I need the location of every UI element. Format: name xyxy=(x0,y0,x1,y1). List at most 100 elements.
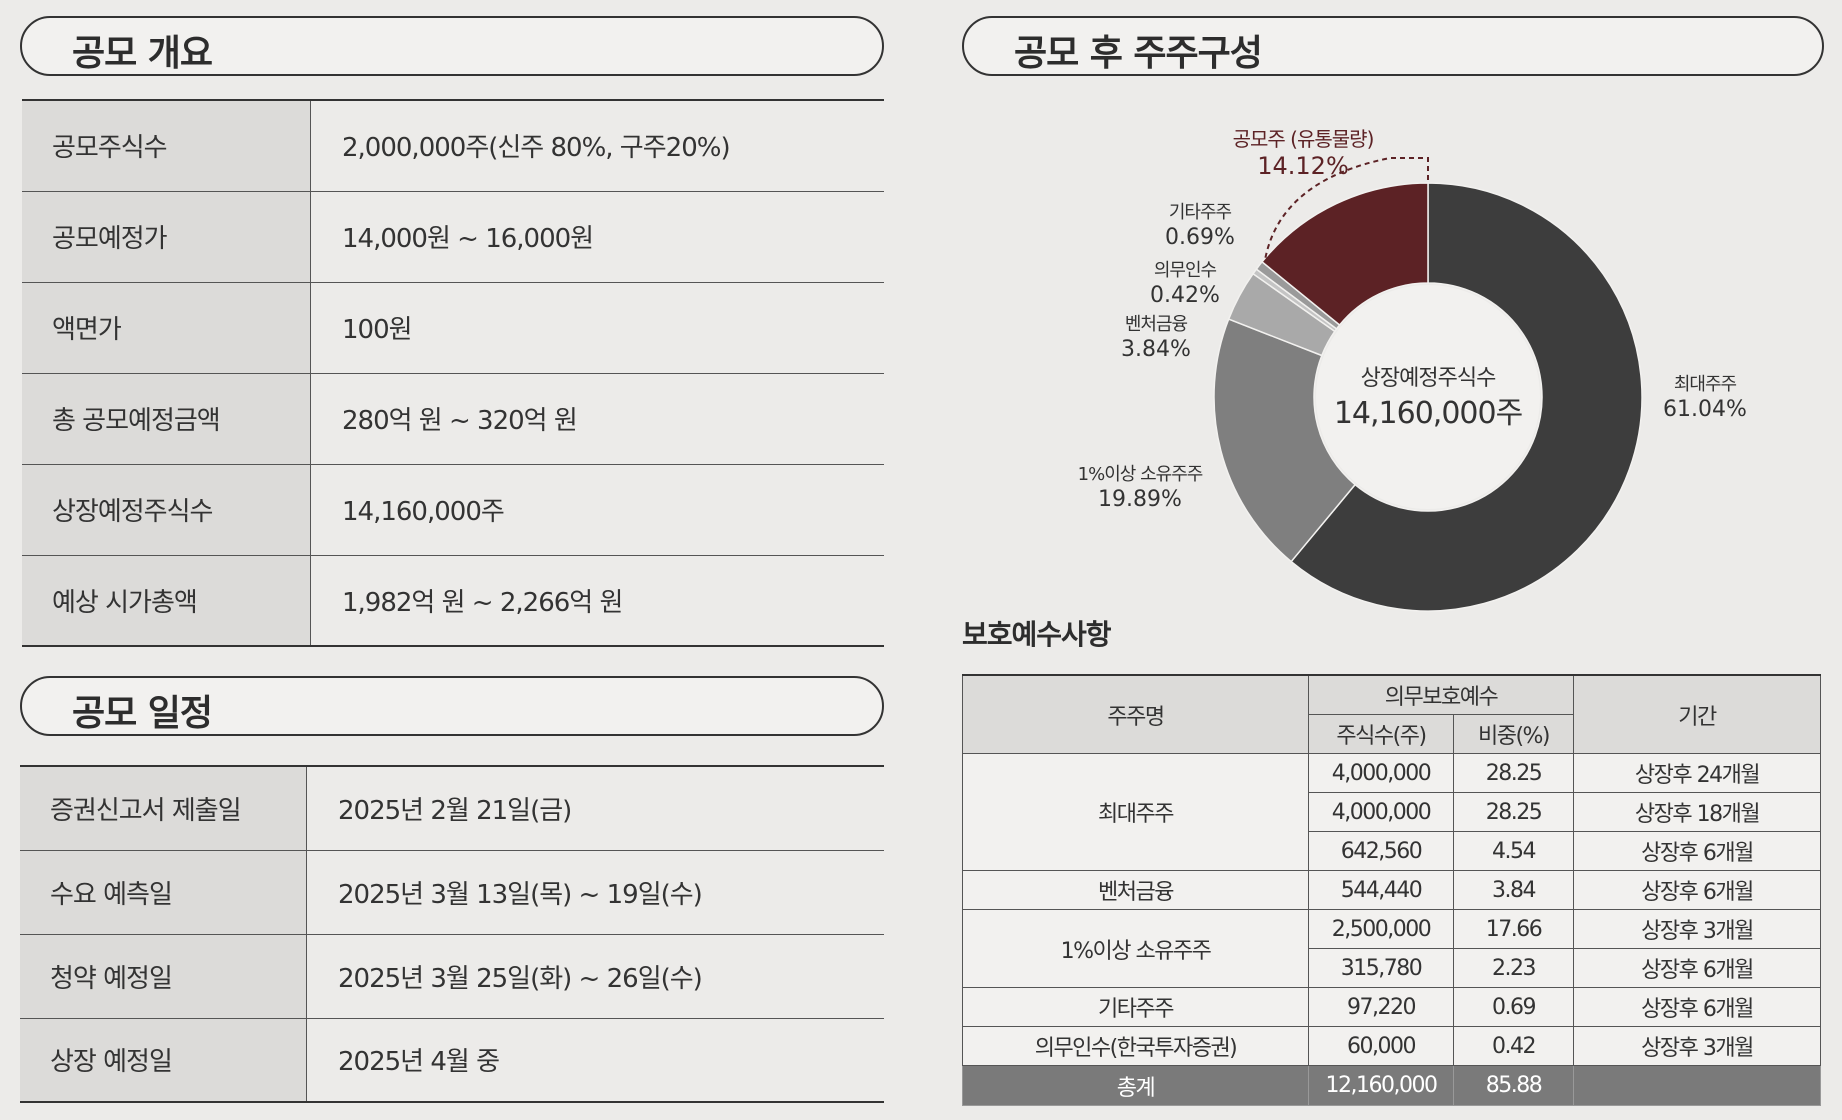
donut-center xyxy=(1316,285,1540,509)
schedule-label: 상장 예정일 xyxy=(20,1018,307,1103)
lockup-period: 상장후 3개월 xyxy=(1573,909,1822,949)
schedule-value: 2025년 3월 13일(목) ~ 19일(수) xyxy=(306,850,884,935)
lockup-total-period xyxy=(1573,1065,1822,1106)
slice-name-label: 기타주주 xyxy=(1169,202,1232,223)
lockup-shares: 2,500,000 xyxy=(1308,909,1454,949)
slice-value-label: 0.69% xyxy=(1165,225,1235,250)
overview-table: 공모주식수 2,000,000주(신주 80%, 구주20%) 공모예정가 14,00… xyxy=(22,99,884,647)
lockup-holder: 최대주주 xyxy=(962,753,1309,871)
lockup-period: 상장후 3개월 xyxy=(1573,1026,1822,1066)
overview-label: 공모주식수 xyxy=(22,99,311,192)
lockup-row: 기타주주 97,220 0.69 상장후 6개월 xyxy=(962,987,1822,1027)
lockup-shares: 544,440 xyxy=(1308,870,1454,910)
lockup-shares: 4,000,000 xyxy=(1308,792,1454,832)
lockup-holder: 1%이상 소유주주 xyxy=(962,909,1309,988)
overview-value: 14,160,000주 xyxy=(310,464,884,556)
lockup-period: 상장후 18개월 xyxy=(1573,792,1822,832)
overview-row: 공모주식수 2,000,000주(신주 80%, 구주20%) xyxy=(22,99,884,192)
lockup-holder: 벤처금융 xyxy=(962,870,1309,910)
overview-label: 상장예정주식수 xyxy=(22,464,311,556)
overview-label: 액면가 xyxy=(22,282,311,374)
donut-slice xyxy=(1213,318,1357,563)
overview-label: 총 공모예정금액 xyxy=(22,373,311,465)
overview-title: 공모 개요 xyxy=(72,33,213,74)
schedule-title: 공모 일정 xyxy=(72,693,213,734)
overview-label: 공모예정가 xyxy=(22,191,311,283)
composition-title: 공모 후 주주구성 xyxy=(1014,33,1263,74)
lockup-row: 의무인수(한국투자증권) 60,000 0.42 상장후 3개월 xyxy=(962,1026,1822,1066)
donut-slice xyxy=(1290,182,1643,612)
lockup-ratio: 28.25 xyxy=(1452,753,1575,793)
lockup-ratio: 3.84 xyxy=(1452,870,1575,910)
overview-row: 액면가 100원 xyxy=(22,282,884,374)
lockup-ratio: 4.54 xyxy=(1452,831,1575,871)
lockup-total-row: 총계 12,160,000 85.88 xyxy=(962,1065,1822,1106)
lockup-header-group: 의무보호예수 xyxy=(1307,674,1575,715)
overview-row: 총 공모예정금액 280억 원 ~ 320억 원 xyxy=(22,373,884,465)
lockup-ratio: 28.25 xyxy=(1452,792,1575,832)
lockup-header-shares: 주식수(주) xyxy=(1308,714,1454,754)
slice-value-label: 3.84% xyxy=(1121,337,1191,362)
donut-center-label: 상장예정주식수 xyxy=(1361,366,1496,391)
lockup-table: 주주명 의무보호예수 기간 주식수(주) 비중(%) 최대주주 4,000,000… xyxy=(962,674,1822,1106)
overview-value: 14,000원 ~ 16,000원 xyxy=(310,191,884,283)
lockup-holder: 기타주주 xyxy=(962,987,1309,1027)
lockup-shares: 97,220 xyxy=(1308,987,1454,1027)
lockup-total-ratio: 85.88 xyxy=(1452,1065,1575,1106)
schedule-value: 2025년 3월 25일(화) ~ 26일(수) xyxy=(306,934,884,1019)
lockup-row: 벤처금융 544,440 3.84 상장후 6개월 xyxy=(962,870,1822,910)
slice-name-label: 벤처금융 xyxy=(1125,314,1188,335)
overview-value: 2,000,000주(신주 80%, 구주20%) xyxy=(310,99,884,192)
schedule-table: 증권신고서 제출일 2025년 2월 21일(금) 수요 예측일 2025년 3월 1… xyxy=(20,765,884,1103)
lockup-row: 1%이상 소유주주 2,500,000 17.66 상장후 3개월 xyxy=(962,909,1822,988)
lockup-row: 최대주주 4,000,000 28.25 상장후 24개월 xyxy=(962,753,1822,871)
slice-name-label: 공모주 (유통물량) xyxy=(1233,127,1374,151)
overview-label: 예상 시가총액 xyxy=(22,555,311,647)
donut-center-value: 14,160,000주 xyxy=(1334,396,1522,431)
slice-name-label: 최대주주 xyxy=(1674,374,1737,395)
overview-header: 공모 개요 xyxy=(20,16,884,76)
lockup-shares: 60,000 xyxy=(1308,1026,1454,1066)
lockup-period: 상장후 6개월 xyxy=(1573,987,1822,1027)
lockup-total-shares: 12,160,000 xyxy=(1308,1065,1454,1106)
lockup-header-ratio: 비중(%) xyxy=(1452,714,1575,754)
lockup-ratio: 0.69 xyxy=(1452,987,1575,1027)
overview-value: 280억 원 ~ 320억 원 xyxy=(310,373,884,465)
lockup-header-holder: 주주명 xyxy=(962,674,1309,754)
slice-name-label: 의무인수 xyxy=(1154,260,1217,281)
overview-row: 예상 시가총액 1,982억 원 ~ 2,266억 원 xyxy=(22,555,884,647)
slice-value-label: 61.04% xyxy=(1663,397,1747,422)
overview-row: 공모예정가 14,000원 ~ 16,000원 xyxy=(22,191,884,283)
schedule-value: 2025년 4월 중 xyxy=(306,1018,884,1103)
lockup-shares: 315,780 xyxy=(1308,948,1454,988)
overview-value: 100원 xyxy=(310,282,884,374)
schedule-row: 상장 예정일 2025년 4월 중 xyxy=(20,1018,884,1103)
lockup-shares: 4,000,000 xyxy=(1308,753,1454,793)
overview-value: 1,982억 원 ~ 2,266억 원 xyxy=(310,555,884,647)
lockup-period: 상장후 24개월 xyxy=(1573,753,1822,793)
slice-value-label: 19.89% xyxy=(1098,487,1182,512)
public-offering-callout-line xyxy=(1264,157,1429,261)
lockup-ratio: 2.23 xyxy=(1452,948,1575,988)
slice-name-label: 1%이상 소유주주 xyxy=(1078,464,1203,485)
schedule-label: 수요 예측일 xyxy=(20,850,307,935)
schedule-label: 증권신고서 제출일 xyxy=(20,765,307,851)
lockup-header-period: 기간 xyxy=(1573,674,1822,754)
lockup-period: 상장후 6개월 xyxy=(1573,831,1822,871)
lockup-holder: 의무인수(한국투자증권) xyxy=(962,1026,1309,1066)
schedule-row: 청약 예정일 2025년 3월 25일(화) ~ 26일(수) xyxy=(20,934,884,1019)
lockup-title: 보호예수사항 xyxy=(962,618,1112,651)
lockup-shares: 642,560 xyxy=(1308,831,1454,871)
slice-value-label: 0.42% xyxy=(1150,283,1220,308)
schedule-row: 증권신고서 제출일 2025년 2월 21일(금) xyxy=(20,765,884,851)
lockup-row: 642,560 4.54 상장후 6개월 xyxy=(963,831,1822,871)
lockup-period: 상장후 6개월 xyxy=(1573,948,1822,988)
schedule-row: 수요 예측일 2025년 3월 13일(목) ~ 19일(수) xyxy=(20,850,884,935)
lockup-ratio: 17.66 xyxy=(1452,909,1575,949)
composition-header: 공모 후 주주구성 xyxy=(962,16,1824,76)
schedule-header: 공모 일정 xyxy=(20,676,884,736)
schedule-label: 청약 예정일 xyxy=(20,934,307,1019)
lockup-row: 4,000,000 28.25 상장후 18개월 xyxy=(963,792,1822,832)
schedule-value: 2025년 2월 21일(금) xyxy=(306,765,884,851)
